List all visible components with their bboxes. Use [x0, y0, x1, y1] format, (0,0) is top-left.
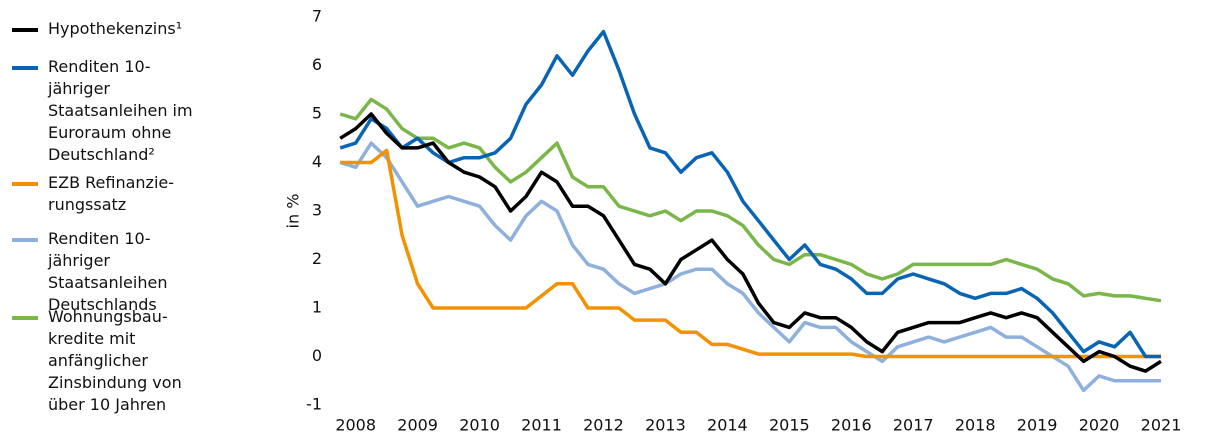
legend-label: Renditen 10-jähriger Staatsanleihen Deut…: [48, 229, 168, 314]
legend: Hypothekenzins¹ Renditen 10-jähriger Staa…: [0, 0, 260, 439]
x-tick-label: 2016: [831, 416, 872, 435]
y-tick-label: 0: [312, 346, 322, 365]
y-tick-label: 4: [312, 152, 322, 171]
x-tick-label: 2018: [955, 416, 996, 435]
x-tick-label: 2010: [459, 416, 500, 435]
x-tick-label: 2021: [1141, 416, 1182, 435]
legend-label: Wohnungsbau­kredite mit anfänglicher Zin…: [48, 307, 182, 414]
x-tick-label: 2019: [1017, 416, 1058, 435]
y-tick-label: 6: [312, 55, 322, 74]
y-tick-label: 1: [312, 298, 322, 317]
x-tick-label: 2011: [521, 416, 562, 435]
x-tick-label: 2017: [893, 416, 934, 435]
x-tick-label: 2009: [397, 416, 438, 435]
line-series: [339, 112, 1162, 373]
legend-swatch: [12, 28, 38, 32]
y-tick-label: 3: [312, 201, 322, 220]
y-tick-label: 5: [312, 104, 322, 123]
line-series: [340, 148, 1161, 359]
y-axis-label: in %: [284, 194, 303, 229]
x-tick-label: 2012: [583, 416, 624, 435]
y-tick-label: -1: [306, 395, 322, 414]
legend-swatch: [12, 66, 38, 70]
line-series: [339, 97, 1162, 303]
legend-swatch: [12, 182, 38, 186]
y-tick-label: 7: [312, 7, 322, 26]
y-tick-label: 2: [312, 249, 322, 268]
x-tick-label: 2020: [1079, 416, 1120, 435]
legend-label: Renditen 10-jähriger Staatsanleihen im E…: [48, 57, 193, 164]
x-tick-label: 2013: [645, 416, 686, 435]
x-tick-label: 2015: [769, 416, 810, 435]
line-series: [339, 29, 1161, 359]
legend-swatch: [12, 316, 38, 320]
legend-label: EZB Refinanzie­rungssatz: [48, 173, 175, 214]
legend-swatch: [12, 238, 38, 242]
x-tick-label: 2008: [335, 416, 376, 435]
x-tick-label: 2014: [707, 416, 748, 435]
legend-label: Hypothekenzins¹: [48, 19, 183, 38]
line-series: [339, 141, 1161, 393]
